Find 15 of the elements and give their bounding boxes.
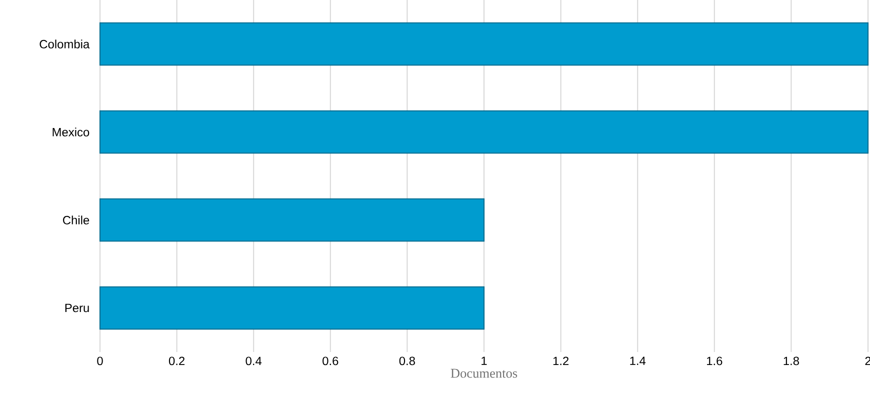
x-tick-label: 1.8 [784, 356, 799, 366]
x-tick-label: 1.4 [630, 356, 646, 365]
y-tick-label: Mexico [52, 128, 90, 136]
x-tick-label: 1.6 [707, 356, 722, 366]
x-tick-label: 0 [97, 356, 103, 366]
x-tick-label: 1 [482, 356, 487, 365]
x-tick-label: 0.4 [246, 356, 262, 366]
x-axis-title: Documentos [450, 368, 518, 378]
y-tick-label: Chile [63, 216, 90, 224]
y-tick-label: Peru [65, 304, 89, 312]
x-tick-label: 0.8 [399, 356, 415, 366]
y-tick-label: Colombia [40, 40, 90, 48]
x-tick-label: 0.2 [168, 356, 185, 366]
x-tick-label: 0.6 [322, 356, 338, 366]
x-tick-label: 1.2 [553, 356, 569, 366]
